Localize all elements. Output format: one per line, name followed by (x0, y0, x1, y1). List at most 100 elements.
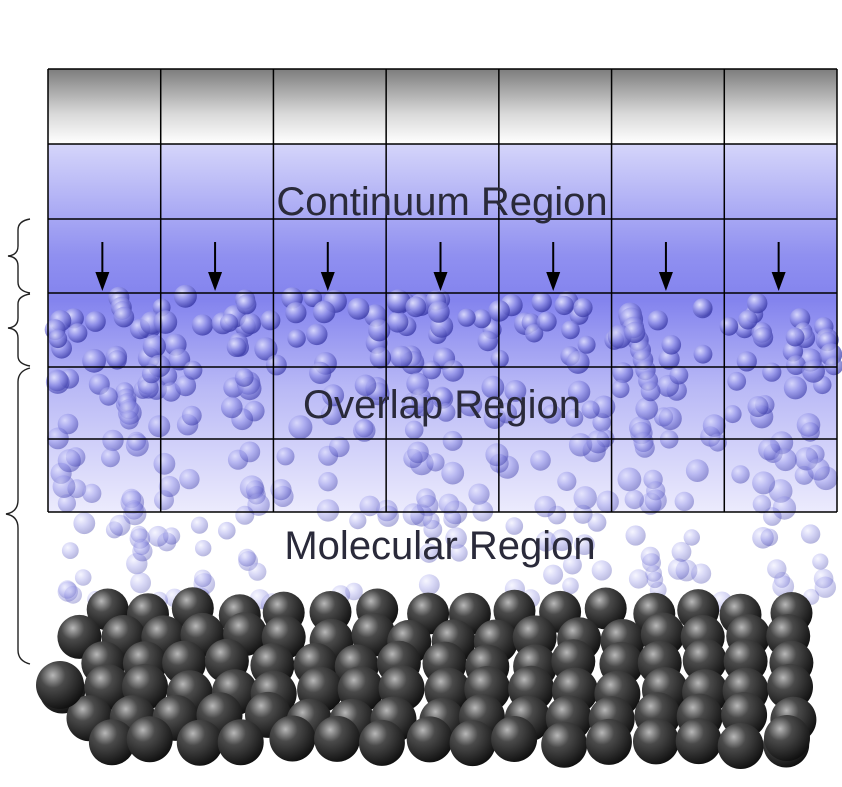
sphere-icon (322, 384, 345, 407)
arrow-down-icon (771, 242, 786, 291)
sphere-icon (772, 575, 795, 598)
sphere-icon (624, 321, 646, 343)
sphere-icon (617, 467, 642, 492)
sphere-icon (577, 335, 596, 354)
sphere-icon (736, 351, 757, 372)
sphere-icon (785, 327, 805, 347)
sphere-icon (693, 344, 713, 364)
overlap-region-label: Overlap Region (303, 383, 581, 427)
sphere-icon (674, 491, 694, 512)
sphere-icon (550, 529, 573, 552)
dark-sphere-icon (269, 715, 316, 762)
sphere-icon (405, 296, 427, 318)
sphere-icon (581, 400, 600, 419)
sphere-icon (573, 504, 593, 524)
sphere-icon (163, 527, 181, 545)
sphere-icon (190, 516, 209, 534)
sphere-icon (285, 302, 307, 324)
sphere-icon (624, 489, 644, 510)
sphere-icon (477, 330, 498, 352)
arrow-down-icon (433, 242, 448, 291)
sphere-icon (505, 517, 524, 535)
sphere-icon (287, 329, 306, 348)
sphere-icon (181, 405, 202, 426)
sphere-icon (107, 350, 127, 370)
sphere-icon (692, 298, 713, 319)
sphere-icon (800, 422, 820, 442)
sphere-icon (669, 365, 689, 385)
sphere-icon (254, 337, 278, 361)
sphere-icon (524, 324, 544, 343)
sphere-icon (102, 429, 124, 452)
sphere-icon (125, 433, 149, 457)
sphere-icon (752, 471, 776, 495)
sphere-icon (442, 430, 463, 451)
sphere-icon (158, 475, 180, 498)
sphere-icon (183, 360, 203, 380)
sphere-icon (566, 350, 590, 374)
brace-icon (7, 293, 31, 367)
sphere-icon (306, 323, 328, 346)
sphere-icon (800, 524, 821, 544)
sphere-icon (530, 450, 551, 471)
sphere-icon (731, 465, 750, 484)
sphere-icon (634, 437, 655, 458)
dark-sphere-icon (584, 587, 627, 630)
sphere-icon (752, 494, 772, 514)
sphere-icon (288, 415, 313, 440)
sphere-icon (562, 577, 579, 595)
sphere-icon (270, 479, 292, 501)
sphere-icon (534, 495, 556, 518)
dark-sphere-icon (358, 719, 405, 766)
sphere-icon (807, 458, 830, 481)
dark-sphere-icon (36, 661, 84, 709)
sphere-icon (368, 319, 391, 342)
continuum-grid (47, 68, 838, 513)
brace-icon (5, 367, 31, 665)
sphere-icon (82, 348, 106, 373)
sphere-icon (719, 317, 739, 336)
sphere-icon (814, 576, 836, 598)
sphere-icon (496, 402, 517, 424)
sphere-icon (312, 300, 336, 324)
sphere-icon (390, 345, 413, 369)
sphere-icon (57, 494, 76, 513)
dark-sphere-icon (176, 719, 223, 766)
sphere-icon (142, 334, 166, 358)
sphere-icon (132, 541, 153, 562)
sphere-icon (671, 541, 692, 562)
sphere-icon (458, 392, 483, 417)
sphere-icon (247, 493, 270, 516)
sphere-icon (485, 443, 509, 467)
arrow-down-icon (546, 242, 561, 291)
sphere-icon (574, 534, 595, 555)
sphere-icon (329, 436, 350, 458)
sphere-icon (786, 355, 806, 375)
molecular-region-label: Molecular Region (284, 524, 595, 568)
sphere-icon (536, 311, 557, 332)
sphere-icon (504, 380, 527, 402)
sphere-icon (369, 347, 392, 369)
brace-group (5, 218, 31, 665)
sphere-icon (238, 548, 256, 567)
sphere-icon (561, 320, 580, 340)
sphere-icon (658, 406, 682, 431)
sphere-icon (557, 471, 577, 491)
sphere-icon (318, 472, 338, 492)
sphere-icon (625, 525, 646, 546)
sphere-icon (587, 513, 607, 532)
sphere-icon (723, 405, 742, 424)
sphere-icon (457, 308, 476, 327)
sphere-icon (147, 525, 169, 547)
sphere-icon (646, 571, 664, 589)
sphere-icon (349, 511, 367, 530)
sphere-icon (191, 314, 214, 336)
sphere-icon (667, 558, 690, 580)
sphere-icon (661, 335, 682, 355)
arrow-down-icon (208, 242, 223, 291)
dark-sphere-icon (406, 716, 453, 763)
dark-sphere-icon (88, 719, 135, 766)
sphere-icon (52, 475, 76, 498)
dark-sphere-icon (682, 638, 727, 683)
